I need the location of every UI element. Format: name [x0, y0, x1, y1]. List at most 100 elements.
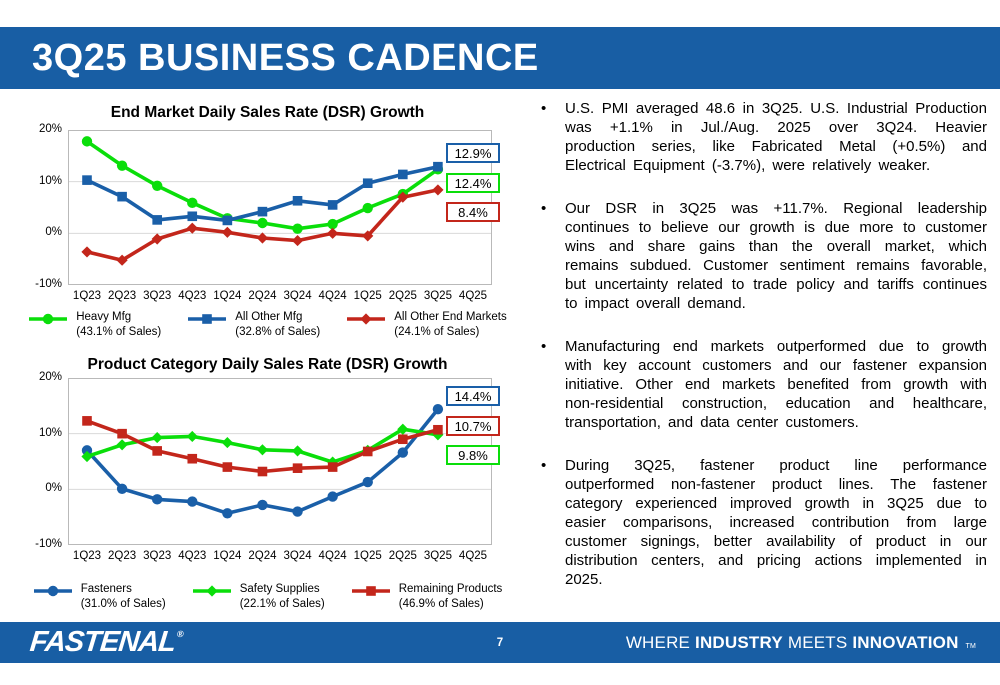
marker-remaining-products: [222, 462, 233, 472]
tagline-tm: TM: [965, 642, 976, 650]
y-tick-label: 0%: [45, 482, 62, 495]
x-tick-label: 1Q25: [353, 550, 382, 562]
chart-canvas: [68, 130, 492, 285]
marker-fasteners: [292, 506, 303, 517]
marker-remaining-products: [82, 416, 92, 426]
marker-safety-supplies: [256, 444, 269, 456]
bullet-item-end-markets: Manufacturing end markets outperformed d…: [535, 337, 987, 432]
marker-all-other-end-markets: [432, 184, 444, 196]
x-axis: 1Q23 2Q23 3Q23 4Q23 1Q24 2Q24 3Q24 4Q24 1Q25 2Q25…: [68, 290, 492, 304]
x-tick-label: 1Q23: [72, 550, 102, 562]
legend-marker-fasteners: [47, 585, 58, 597]
tagline-innovation: INNOVATION: [852, 632, 959, 652]
marker-remaining-products: [292, 463, 303, 473]
page-number: 7: [496, 636, 504, 649]
legend-series-share: (43.1% of Sales): [76, 325, 162, 338]
x-tick-label: 4Q25: [458, 550, 488, 562]
footer-bar: FASTENAL® 7 WHERE INDUSTRY MEETS INNOVAT…: [0, 622, 1000, 663]
legend-item-heavy-mfg: Heavy Mfg (43.1% of Sales): [28, 310, 161, 340]
marker-heavy-mfg: [81, 136, 93, 147]
marker-all-other-mfg: [187, 211, 198, 222]
legend-marker-safety-supplies: [206, 585, 218, 597]
x-tick-label: 3Q23: [143, 290, 172, 302]
bullet-item-pmi: U.S. PMI averaged 48.6 in 3Q25. U.S. Ind…: [535, 99, 987, 175]
legend-series-share: (46.9% of Sales): [398, 597, 484, 610]
x-tick-label: 2Q23: [108, 550, 137, 562]
chart-legend: Heavy Mfg (43.1% of Sales) All Other Mfg (3…: [15, 310, 520, 340]
tagline-where: WHERE: [625, 632, 691, 652]
slide-title: 3Q25 BUSINESS CADENCE: [32, 36, 539, 79]
marker-all-other-mfg: [257, 206, 268, 217]
x-tick-label: 3Q23: [143, 550, 172, 562]
marker-all-other-end-markets: [186, 222, 198, 234]
marker-fasteners: [222, 508, 233, 519]
value-label-fasteners: 14.4%: [446, 386, 500, 406]
x-tick-label: 4Q24: [318, 290, 347, 302]
marker-all-other-end-markets: [256, 232, 269, 244]
value-label-heavy-mfg: 12.4%: [446, 172, 500, 193]
legend-marker-all-other-mfg: [202, 314, 213, 324]
legend-series-name: Fasteners: [80, 583, 132, 595]
x-tick-label: 4Q23: [178, 550, 207, 562]
legend-diamond-marker-icon: [192, 585, 231, 597]
x-tick-label: 1Q24: [213, 550, 242, 562]
x-tick-label: 1Q24: [213, 290, 242, 302]
y-tick-label: 10%: [38, 174, 62, 187]
legend-diamond-marker-icon: [347, 313, 386, 325]
legend-series-name: Safety Supplies: [239, 583, 320, 595]
marker-all-other-end-markets: [362, 230, 374, 242]
legend-series-share: (24.1% of Sales): [394, 325, 480, 338]
legend-series-name: All Other Mfg: [235, 311, 303, 323]
marker-heavy-mfg: [292, 223, 303, 234]
legend-circle-marker-icon: [29, 313, 68, 325]
marker-all-other-end-markets: [151, 233, 163, 245]
marker-all-other-end-markets: [81, 246, 93, 258]
tagline-meets: MEETS: [787, 632, 848, 652]
marker-all-other-end-markets: [291, 234, 304, 247]
legend-square-marker-icon: [351, 586, 390, 596]
y-tick-label: 0%: [45, 226, 62, 239]
marker-remaining-products: [257, 466, 268, 477]
bullet-list: U.S. PMI averaged 48.6 in 3Q25. U.S. Ind…: [535, 99, 987, 589]
marker-heavy-mfg: [327, 218, 338, 230]
marker-fasteners: [81, 445, 93, 456]
marker-safety-supplies: [397, 423, 409, 435]
x-tick-label: 2Q23: [108, 290, 137, 302]
legend-square-marker-icon: [188, 314, 227, 324]
x-axis: 1Q23 2Q23 3Q23 4Q23 1Q24 2Q24 3Q24 4Q24 1Q25 2Q25…: [68, 550, 492, 564]
chart-title: End Market Daily Sales Rate (DSR) Growth: [110, 104, 425, 121]
legend-series-name: Heavy Mfg: [76, 311, 132, 323]
x-tick-label: 2Q24: [248, 290, 277, 302]
marker-heavy-mfg: [187, 197, 198, 209]
marker-safety-supplies: [116, 439, 128, 451]
legend-item-all-other-end-markets: All Other End Markets (24.1% of Sales): [346, 310, 507, 340]
y-tick-label: 20%: [38, 123, 62, 135]
legend-marker-all-other-end-markets: [360, 313, 372, 325]
plot-area: 20% 10% 0% -10% 1Q23 2Q23 3Q23 4Q23 1Q24 2Q24 3Q2…: [35, 123, 500, 302]
x-tick-label: 1Q23: [72, 290, 102, 302]
marker-fasteners: [187, 496, 198, 507]
marker-all-other-mfg: [362, 178, 373, 189]
legend-series-name: Remaining Products: [398, 583, 503, 595]
legend-marker-heavy-mfg: [43, 313, 54, 325]
x-tick-label: 4Q23: [178, 290, 207, 302]
value-label-all-other-end-markets: 8.4%: [446, 202, 500, 222]
marker-fasteners: [327, 491, 338, 502]
legend-series-share: (22.1% of Sales): [239, 597, 325, 610]
marker-heavy-mfg: [151, 180, 163, 191]
marker-all-other-mfg: [292, 195, 303, 206]
marker-all-other-mfg: [117, 191, 127, 202]
x-tick-label: 2Q25: [388, 550, 417, 562]
marker-fasteners: [362, 476, 373, 488]
x-tick-label: 3Q24: [283, 550, 312, 562]
legend-series-share: (32.8% of Sales): [235, 325, 321, 338]
marker-safety-supplies: [291, 445, 304, 457]
legend-series-share: (31.0% of Sales): [80, 597, 166, 610]
marker-all-other-mfg: [82, 175, 92, 185]
plot-border: [68, 378, 492, 545]
legend-item-safety-supplies: Safety Supplies (22.1% of Sales): [192, 582, 325, 612]
bullet-item-product-lines: During 3Q25, fastener product line perfo…: [535, 456, 987, 589]
bullet-item-dsr: Our DSR in 3Q25 was +11.7%. Regional lea…: [535, 199, 987, 313]
marker-remaining-products: [362, 446, 373, 457]
marker-all-other-mfg: [398, 169, 408, 180]
